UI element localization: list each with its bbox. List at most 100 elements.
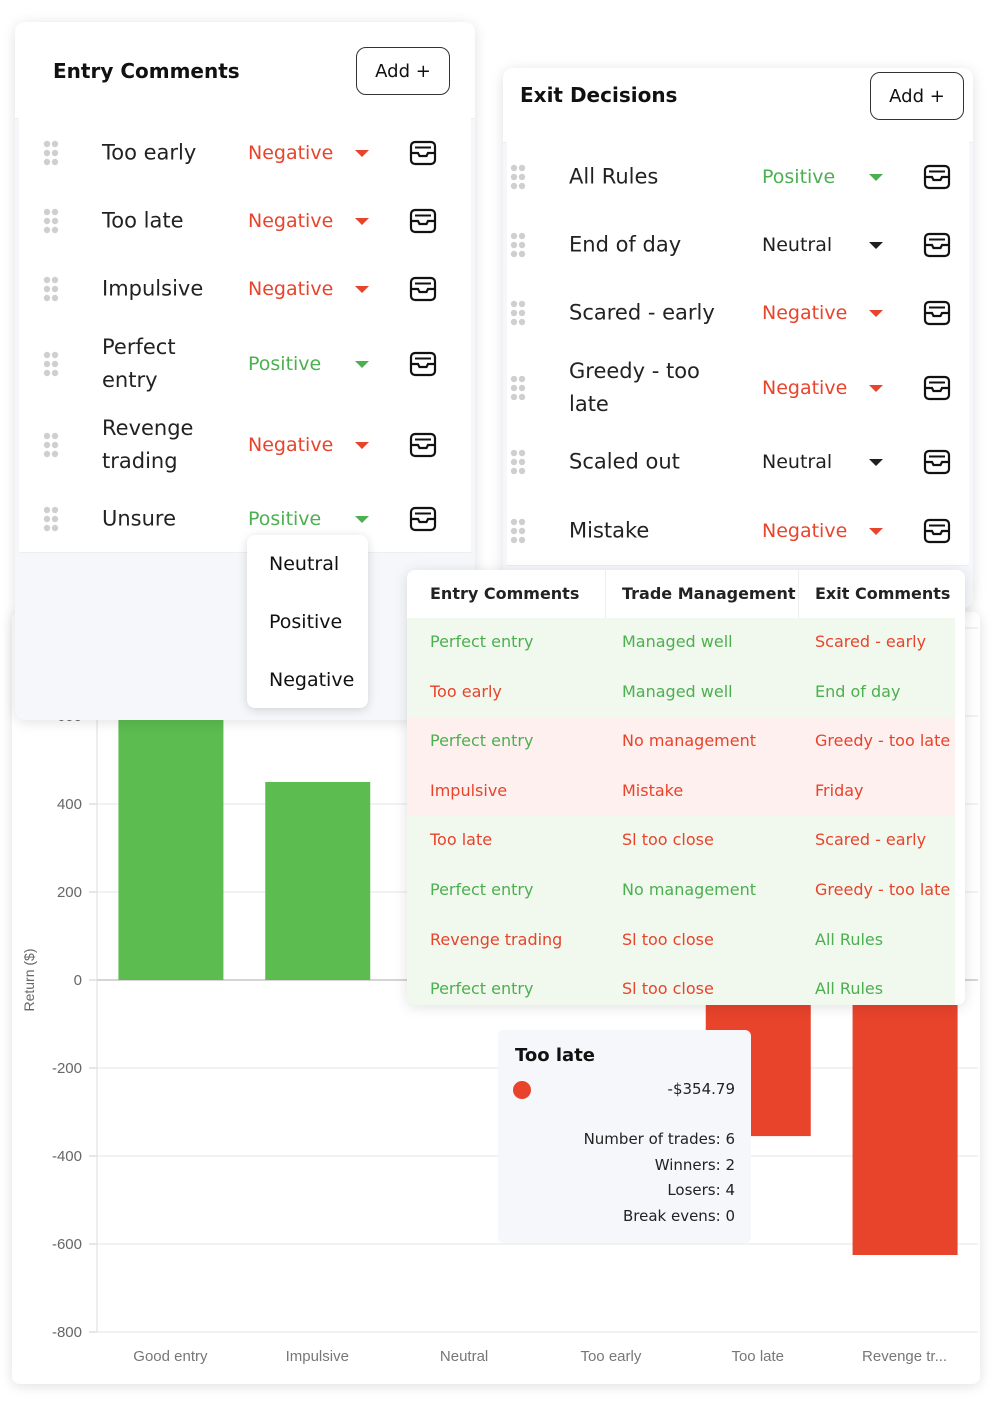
dot [518,467,526,475]
dot [43,276,51,284]
dropdown-option[interactable]: Neutral [269,553,340,575]
tooltip: Too late -$354.79 Number of trades: 6 Winne… [498,1030,751,1243]
dot [518,241,526,249]
archive-icon[interactable] [923,518,951,544]
dot [518,318,526,326]
archive-icon[interactable] [409,140,437,166]
dot [510,318,518,326]
archive-icon[interactable] [923,232,951,258]
archive-icon[interactable] [923,164,951,190]
dot [43,285,51,293]
archive-icon[interactable] [409,506,437,532]
dropdown-menu: Neutral Positive Negative [247,535,368,708]
list-row: Too late Negative [19,187,471,256]
dot [518,182,526,189]
drag-handle[interactable] [510,300,526,326]
drag-handle[interactable] [43,276,59,302]
archive-icon[interactable] [409,276,437,302]
table-header: Trade Management [622,584,796,603]
table-cell: Perfect entry [430,731,534,751]
dot [51,217,59,225]
dot [51,149,59,156]
row-label: Impulsive [102,276,204,301]
row-label: Too late [102,208,184,233]
drag-handle[interactable] [510,164,526,190]
dot [43,432,51,439]
row-sentiment[interactable]: Negative [762,519,848,542]
tooltip-detail: Break evens: 0 [622,1206,735,1225]
y-tick-label: -200 [52,1060,82,1077]
arrow [355,218,369,225]
table-row: Too late Sl too close Scared - early [407,816,955,866]
row-sentiment[interactable]: Positive [248,507,322,530]
drag-handle[interactable] [510,232,526,258]
dot [51,158,59,165]
dropdown-option[interactable]: Negative [269,669,355,691]
dot [518,393,526,400]
column-divider [798,570,799,618]
drag-handle[interactable] [510,375,526,401]
list-row: Scaled out Neutral [507,428,969,497]
dot [43,515,51,522]
icon-tray [925,243,949,250]
dropdown-arrow[interactable] [354,440,370,450]
drag-handle[interactable] [43,140,59,166]
dropdown-arrow[interactable] [354,216,370,226]
list-row: Mistake Negative [507,496,969,566]
tooltip-title: Too late [515,1045,596,1066]
drag-handle[interactable] [43,351,59,377]
row-sentiment[interactable]: Positive [762,165,836,188]
dropdown-arrow[interactable] [868,172,884,182]
drag-handle[interactable] [510,518,526,544]
trade-table: Entry Comments Trade Management Exit Comme… [407,570,965,1005]
icon-tray [925,175,949,181]
table-cell: Mistake [622,780,684,800]
table-cell: Greedy - too late [815,731,951,751]
row-label: End of day [569,232,682,257]
row-sentiment[interactable]: Negative [248,210,334,232]
dropdown-arrow[interactable] [354,359,370,369]
dropdown-arrow[interactable] [354,284,370,294]
archive-icon[interactable] [409,208,437,234]
archive-icon[interactable] [409,432,437,458]
dropdown-arrow[interactable] [354,148,370,158]
icon-tray [925,386,949,392]
arrow [355,360,369,368]
dot [51,140,59,147]
drag-handle[interactable] [43,506,59,532]
row-sentiment[interactable]: Negative [762,302,848,324]
drag-handle[interactable] [43,432,59,458]
dot [51,285,59,293]
dropdown-arrow[interactable] [868,457,884,467]
add-button[interactable]: Add + [870,72,964,120]
archive-icon[interactable] [923,449,951,475]
archive-icon[interactable] [923,300,951,326]
dot [510,536,518,543]
row-label: All Rules [569,164,659,188]
row-sentiment[interactable]: Positive [248,352,322,375]
dropdown-arrow[interactable] [868,383,884,393]
row-label: Greedy - too late [569,358,700,416]
dropdown-arrow[interactable] [868,526,884,536]
dropdown-arrow[interactable] [868,308,884,318]
dropdown-arrow[interactable] [868,240,884,250]
drag-handle[interactable] [510,449,526,475]
archive-icon[interactable] [409,351,437,377]
archive-icon[interactable] [923,375,951,401]
row-sentiment[interactable]: Neutral [762,451,833,473]
row-sentiment[interactable]: Negative [248,278,334,300]
dot [510,300,518,308]
dropdown-option[interactable]: Positive [269,611,343,633]
dot [43,450,51,457]
row-sentiment[interactable]: Negative [762,376,848,399]
drag-handle[interactable] [43,208,59,234]
dot [43,524,51,531]
dot [518,250,526,258]
row-sentiment[interactable]: Negative [248,433,334,456]
add-button[interactable]: Add + [356,47,450,95]
row-sentiment[interactable]: Neutral [762,234,833,256]
row-sentiment[interactable]: Negative [248,141,334,164]
table-cell: Scared - early [815,830,927,850]
dropdown-arrow[interactable] [354,514,370,524]
